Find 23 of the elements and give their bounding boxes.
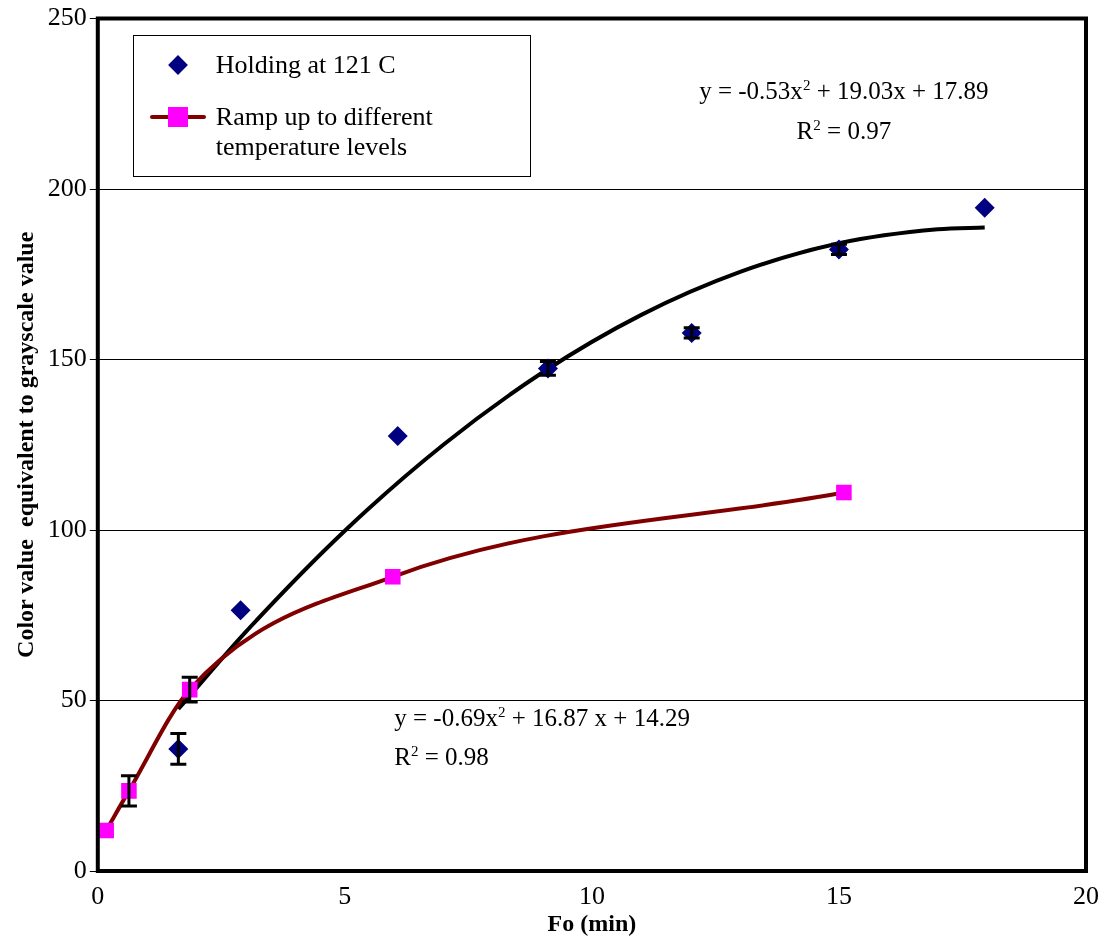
y-tick-label: 0	[73, 854, 87, 884]
point	[230, 600, 251, 621]
x-tick-label: 10	[578, 881, 605, 911]
legend-label: Ramp up to different temperature levels	[215, 101, 434, 162]
y-tick-label: 250	[47, 2, 87, 32]
annotation: y = -0.53x$^{2}$ + 19.03x + 17.89	[699, 76, 989, 106]
y-tick-label: 100	[47, 513, 87, 543]
y-tick-label: 150	[47, 343, 87, 373]
y-tick-label: 200	[47, 172, 87, 202]
x-axis-title: Fo (min)	[547, 909, 637, 936]
annotation: R$^{2}$ = 0.98	[394, 742, 489, 771]
legend-label: Holding at 121 C	[215, 49, 396, 80]
point	[385, 568, 401, 585]
annotation: R$^{2}$ = 0.97	[796, 116, 892, 146]
x-tick-label: 5	[338, 881, 352, 911]
point	[836, 484, 852, 501]
y-axis-title: Color value equivalent to grayscale value	[11, 231, 38, 658]
point	[387, 425, 408, 446]
x-tick-label: 20	[1073, 881, 1099, 911]
x-tick-label: 15	[825, 881, 852, 911]
y-tick-label: 50	[60, 684, 87, 714]
annotation: y = -0.69x$^{2}$ + 16.87 x + 14.29	[394, 703, 690, 732]
point	[974, 197, 995, 218]
